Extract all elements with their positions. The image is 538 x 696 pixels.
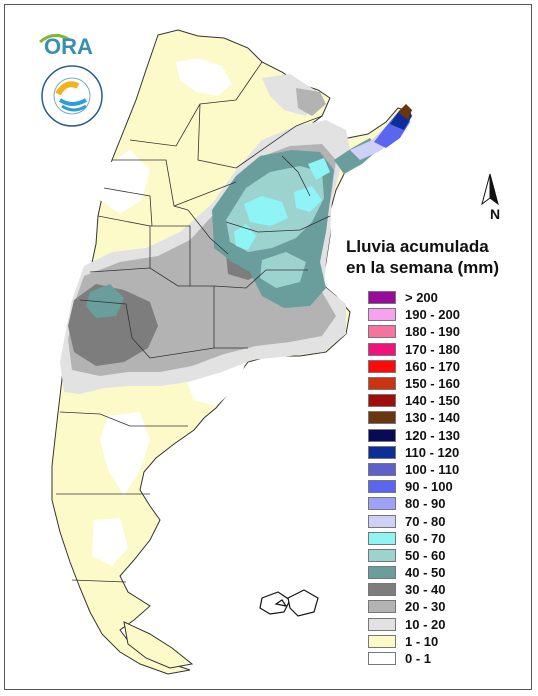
legend-swatch (368, 325, 396, 339)
legend-item: 10 - 20 (368, 616, 460, 633)
legend-item: 130 - 140 (368, 409, 460, 426)
legend-item: 160 - 170 (368, 358, 460, 375)
tierra-del-fuego (123, 621, 194, 669)
legend-swatch (368, 583, 396, 597)
legend-label: 30 - 40 (405, 582, 446, 598)
dry-area-south-2 (92, 518, 128, 566)
legend-swatch (368, 514, 396, 528)
legend-item: 1 - 10 (368, 633, 460, 650)
legend-label: 150 - 160 (405, 376, 460, 392)
legend-title-line1: Lluvia acumulada (346, 237, 489, 256)
legend-item: 20 - 30 (368, 598, 460, 615)
legend-swatch (368, 394, 396, 408)
legend-label: 60 - 70 (405, 530, 446, 546)
legend-swatch (368, 566, 396, 580)
legend-swatch (368, 377, 396, 391)
legend-swatch (368, 548, 396, 562)
rain-northeast-tail-brown (398, 104, 412, 120)
legend-label: 50 - 60 (405, 547, 446, 563)
north-arrow: N (478, 170, 514, 226)
legend-item: 0 - 1 (368, 650, 460, 667)
legend-label: 130 - 140 (405, 410, 460, 426)
legend-swatch (368, 428, 396, 442)
legend-item: 150 - 160 (368, 375, 460, 392)
legend-item: 110 - 120 (368, 444, 460, 461)
legend-swatch (368, 480, 396, 494)
legend-label: 140 - 150 (405, 393, 460, 409)
map-frame (4, 4, 532, 690)
legend-swatch (368, 600, 396, 614)
rain-20-30-northeast (296, 88, 326, 116)
rain-40-50-west (86, 284, 124, 318)
legend-label: 180 - 190 (405, 324, 460, 340)
legend-label: 80 - 90 (405, 496, 446, 512)
dry-area-south (100, 412, 150, 496)
legend-label: 0 - 1 (405, 651, 432, 667)
legend-label: 70 - 80 (405, 513, 446, 529)
legend-label: 100 - 110 (405, 461, 460, 477)
dry-area-north (176, 58, 232, 96)
svg-text:ORA: ORA (44, 34, 93, 58)
legend-label: 90 - 100 (405, 479, 453, 495)
legend-label: 170 - 180 (405, 341, 460, 357)
legend-swatch (368, 652, 396, 666)
legend-item: 70 - 80 (368, 512, 460, 529)
legend-label: 10 - 20 (405, 616, 446, 632)
legend-title: Lluvia acumulada en la semana (mm) (346, 236, 499, 278)
legend-item: 140 - 150 (368, 392, 460, 409)
legend-item: 40 - 50 (368, 564, 460, 581)
legend-item: 170 - 180 (368, 341, 460, 358)
legend-label: 40 - 50 (405, 565, 446, 581)
malvinas-islands (259, 589, 319, 617)
rain-60-70-c (294, 186, 322, 212)
legend-swatch (368, 617, 396, 631)
legend-swatch (368, 342, 396, 356)
legend-label: 110 - 120 (405, 444, 460, 460)
legend-item: 60 - 70 (368, 530, 460, 547)
legend-swatch (368, 462, 396, 476)
legend-label: 20 - 30 (405, 599, 446, 615)
legend-swatch (368, 359, 396, 373)
legend-swatch (368, 445, 396, 459)
legend-swatch (368, 634, 396, 648)
legend-label: 160 - 170 (405, 358, 460, 374)
north-arrow-icon (481, 173, 499, 206)
dry-area-northwest (100, 150, 150, 214)
legend-label: 120 - 130 (405, 427, 460, 443)
legend-item: 190 - 200 (368, 306, 460, 323)
legend-item: 90 - 100 (368, 478, 460, 495)
province-borders (56, 61, 331, 583)
legend-swatch (368, 497, 396, 511)
legend-item: 50 - 60 (368, 547, 460, 564)
rain-60-70-a (244, 196, 288, 226)
rain-60-70-b (234, 224, 256, 250)
legend-swatch (368, 531, 396, 545)
legend-label: > 200 (405, 290, 438, 306)
legend-item: 180 - 190 (368, 323, 460, 340)
seal-icon (41, 65, 103, 127)
legend-item: > 200 (368, 289, 460, 306)
rain-60-70-d (308, 158, 330, 180)
legend-item: 80 - 90 (368, 495, 460, 512)
legend-item: 100 - 110 (368, 461, 460, 478)
legend-item: 120 - 130 (368, 427, 460, 444)
legend-swatch (368, 291, 396, 305)
north-label: N (490, 206, 501, 222)
legend: > 200 190 - 200 180 - 190 170 - 180 160 - 17… (368, 289, 460, 667)
legend-item: 30 - 40 (368, 581, 460, 598)
ora-logo-graphic: ORA (39, 34, 93, 59)
legend-swatch (368, 308, 396, 322)
smn-seal (40, 64, 104, 128)
legend-title-line2: en la semana (mm) (346, 258, 500, 277)
ora-logo: ORA (36, 30, 108, 63)
legend-label: 190 - 200 (405, 307, 460, 323)
legend-label: 1 - 10 (405, 633, 439, 649)
legend-swatch (368, 411, 396, 425)
